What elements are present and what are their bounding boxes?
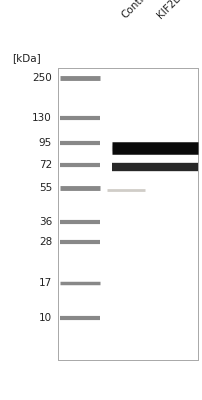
Bar (58, 68, 197, 360)
Text: 55: 55 (39, 183, 52, 193)
Text: KIF2B: KIF2B (154, 0, 182, 20)
Bar (58, 68, 197, 360)
Text: 250: 250 (32, 73, 52, 83)
Text: 17: 17 (39, 278, 52, 288)
Text: Control: Control (119, 0, 153, 20)
Text: 28: 28 (39, 237, 52, 247)
Text: 130: 130 (32, 113, 52, 123)
Text: 36: 36 (39, 217, 52, 227)
Text: [kDa]: [kDa] (12, 53, 41, 63)
Text: 10: 10 (39, 313, 52, 323)
Text: 72: 72 (39, 160, 52, 170)
Text: 95: 95 (39, 138, 52, 148)
